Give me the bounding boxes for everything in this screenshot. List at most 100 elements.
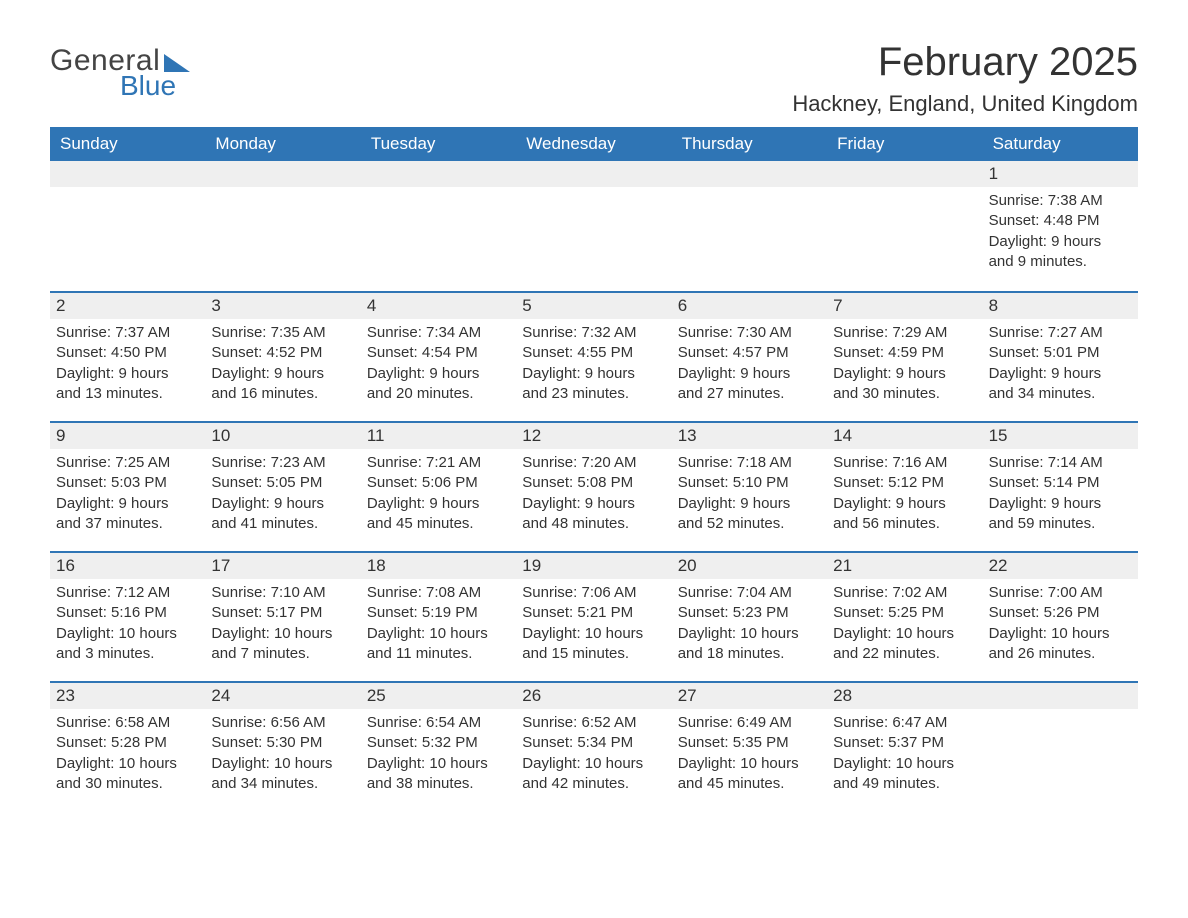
day-daylight1-line: Daylight: 10 hours — [522, 624, 661, 644]
day-daylight1-line: Daylight: 9 hours — [367, 494, 506, 514]
day-sunset-line: Sunset: 5:28 PM — [56, 733, 195, 753]
day-cell: 13Sunrise: 7:18 AMSunset: 5:10 PMDayligh… — [672, 423, 827, 551]
day-cell: 17Sunrise: 7:10 AMSunset: 5:17 PMDayligh… — [205, 553, 360, 681]
day-cell: 23Sunrise: 6:58 AMSunset: 5:28 PMDayligh… — [50, 683, 205, 811]
day-cell — [827, 161, 982, 291]
day-number: 9 — [50, 423, 205, 449]
empty-day-header — [827, 161, 982, 187]
empty-day-header — [50, 161, 205, 187]
day-sunrise-line: Sunrise: 7:27 AM — [989, 323, 1128, 343]
day-number: 17 — [205, 553, 360, 579]
day-cell — [50, 161, 205, 291]
day-number: 19 — [516, 553, 671, 579]
logo-text-blue: Blue — [120, 70, 176, 102]
day-daylight1-line: Daylight: 10 hours — [211, 754, 350, 774]
weekday-cell: Sunday — [50, 127, 205, 161]
day-sunrise-line: Sunrise: 6:49 AM — [678, 713, 817, 733]
day-daylight1-line: Daylight: 10 hours — [989, 624, 1128, 644]
day-sunset-line: Sunset: 5:16 PM — [56, 603, 195, 623]
day-cell: 11Sunrise: 7:21 AMSunset: 5:06 PMDayligh… — [361, 423, 516, 551]
day-sunset-line: Sunset: 4:57 PM — [678, 343, 817, 363]
day-daylight1-line: Daylight: 10 hours — [56, 624, 195, 644]
day-daylight1-line: Daylight: 10 hours — [678, 754, 817, 774]
day-daylight1-line: Daylight: 9 hours — [56, 364, 195, 384]
day-daylight1-line: Daylight: 9 hours — [367, 364, 506, 384]
day-cell: 2Sunrise: 7:37 AMSunset: 4:50 PMDaylight… — [50, 293, 205, 421]
day-daylight2-line: and 23 minutes. — [522, 384, 661, 404]
day-daylight2-line: and 56 minutes. — [833, 514, 972, 534]
day-cell: 3Sunrise: 7:35 AMSunset: 4:52 PMDaylight… — [205, 293, 360, 421]
day-number: 24 — [205, 683, 360, 709]
day-number: 22 — [983, 553, 1138, 579]
day-daylight1-line: Daylight: 9 hours — [56, 494, 195, 514]
day-daylight1-line: Daylight: 10 hours — [522, 754, 661, 774]
week-row: 2Sunrise: 7:37 AMSunset: 4:50 PMDaylight… — [50, 291, 1138, 421]
day-daylight2-line: and 3 minutes. — [56, 644, 195, 664]
day-daylight2-line: and 11 minutes. — [367, 644, 506, 664]
day-number: 14 — [827, 423, 982, 449]
day-sunset-line: Sunset: 5:03 PM — [56, 473, 195, 493]
empty-day-header — [516, 161, 671, 187]
day-daylight2-line: and 34 minutes. — [211, 774, 350, 794]
week-row: 9Sunrise: 7:25 AMSunset: 5:03 PMDaylight… — [50, 421, 1138, 551]
day-daylight2-line: and 34 minutes. — [989, 384, 1128, 404]
weekday-cell: Tuesday — [361, 127, 516, 161]
day-daylight1-line: Daylight: 9 hours — [989, 364, 1128, 384]
day-cell: 21Sunrise: 7:02 AMSunset: 5:25 PMDayligh… — [827, 553, 982, 681]
day-cell — [361, 161, 516, 291]
day-number: 13 — [672, 423, 827, 449]
day-sunset-line: Sunset: 5:34 PM — [522, 733, 661, 753]
day-daylight2-line: and 30 minutes. — [833, 384, 972, 404]
month-title: February 2025 — [792, 40, 1138, 85]
logo: General Blue — [50, 44, 190, 102]
day-number: 18 — [361, 553, 516, 579]
day-sunrise-line: Sunrise: 7:02 AM — [833, 583, 972, 603]
day-daylight2-line: and 13 minutes. — [56, 384, 195, 404]
day-sunset-line: Sunset: 5:05 PM — [211, 473, 350, 493]
day-sunset-line: Sunset: 5:08 PM — [522, 473, 661, 493]
day-sunrise-line: Sunrise: 7:04 AM — [678, 583, 817, 603]
day-daylight2-line: and 16 minutes. — [211, 384, 350, 404]
day-sunrise-line: Sunrise: 7:18 AM — [678, 453, 817, 473]
day-daylight1-line: Daylight: 9 hours — [989, 494, 1128, 514]
day-daylight1-line: Daylight: 9 hours — [833, 364, 972, 384]
day-cell: 4Sunrise: 7:34 AMSunset: 4:54 PMDaylight… — [361, 293, 516, 421]
weekday-cell: Monday — [205, 127, 360, 161]
day-number: 1 — [983, 161, 1138, 187]
day-sunset-line: Sunset: 5:21 PM — [522, 603, 661, 623]
day-daylight2-line: and 37 minutes. — [56, 514, 195, 534]
day-sunrise-line: Sunrise: 6:54 AM — [367, 713, 506, 733]
day-number: 23 — [50, 683, 205, 709]
day-number: 25 — [361, 683, 516, 709]
day-cell: 26Sunrise: 6:52 AMSunset: 5:34 PMDayligh… — [516, 683, 671, 811]
day-cell: 1Sunrise: 7:38 AMSunset: 4:48 PMDaylight… — [983, 161, 1138, 291]
day-sunset-line: Sunset: 5:12 PM — [833, 473, 972, 493]
day-sunset-line: Sunset: 5:19 PM — [367, 603, 506, 623]
day-daylight2-line: and 45 minutes. — [367, 514, 506, 534]
day-number: 28 — [827, 683, 982, 709]
header: General Blue February 2025 Hackney, Engl… — [50, 40, 1138, 117]
day-sunrise-line: Sunrise: 7:21 AM — [367, 453, 506, 473]
day-daylight1-line: Daylight: 10 hours — [367, 624, 506, 644]
day-sunset-line: Sunset: 4:50 PM — [56, 343, 195, 363]
day-sunset-line: Sunset: 4:55 PM — [522, 343, 661, 363]
day-sunset-line: Sunset: 5:25 PM — [833, 603, 972, 623]
day-daylight2-line: and 52 minutes. — [678, 514, 817, 534]
day-daylight1-line: Daylight: 9 hours — [211, 364, 350, 384]
day-cell: 20Sunrise: 7:04 AMSunset: 5:23 PMDayligh… — [672, 553, 827, 681]
empty-day-header — [361, 161, 516, 187]
day-sunrise-line: Sunrise: 7:16 AM — [833, 453, 972, 473]
day-daylight1-line: Daylight: 9 hours — [833, 494, 972, 514]
day-cell: 19Sunrise: 7:06 AMSunset: 5:21 PMDayligh… — [516, 553, 671, 681]
day-daylight2-line: and 20 minutes. — [367, 384, 506, 404]
weekday-cell: Thursday — [672, 127, 827, 161]
day-sunrise-line: Sunrise: 7:12 AM — [56, 583, 195, 603]
day-number: 20 — [672, 553, 827, 579]
day-sunset-line: Sunset: 4:52 PM — [211, 343, 350, 363]
empty-day-header — [205, 161, 360, 187]
day-number: 11 — [361, 423, 516, 449]
weekday-cell: Friday — [827, 127, 982, 161]
day-sunrise-line: Sunrise: 7:30 AM — [678, 323, 817, 343]
day-sunrise-line: Sunrise: 6:58 AM — [56, 713, 195, 733]
day-daylight2-line: and 22 minutes. — [833, 644, 972, 664]
